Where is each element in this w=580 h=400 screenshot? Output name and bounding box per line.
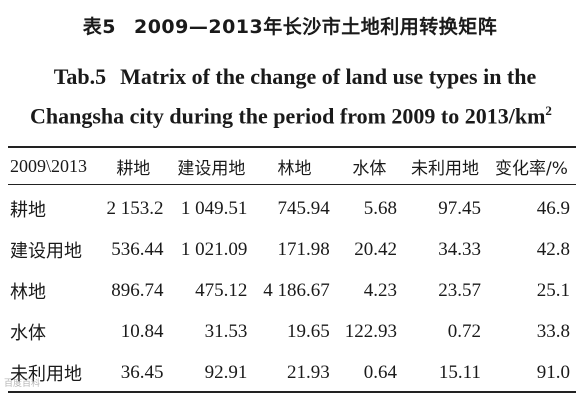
table-cell: 475.12: [195, 279, 248, 301]
table-number-chinese: 表5: [82, 16, 116, 38]
table-header-rule: [8, 184, 576, 185]
table-cell: 23.57: [438, 279, 481, 301]
row-label: 耕地: [10, 199, 46, 221]
table-cell: 31.53: [204, 320, 248, 342]
table-cell: 2 153.2: [106, 197, 164, 219]
table-title-english-line2: Changsha city during the period from 200…: [30, 94, 560, 133]
table-title-english-line1-text: Matrix of the change of land use types i…: [120, 64, 537, 89]
watermark: 百度百科: [4, 379, 41, 389]
land-use-transition-matrix: 2009\2013 耕地 建设用地 林地 水体 未利用地 变化率/% 耕地 2 …: [8, 148, 576, 393]
table-cell: 25.1: [536, 279, 570, 301]
table-cell: 15.11: [438, 361, 481, 383]
table-cell: 91.0: [536, 361, 570, 383]
table-cell: 21.93: [286, 361, 330, 383]
row-label: 建设用地: [10, 240, 82, 262]
table-cell: 1 049.51: [180, 197, 248, 219]
table-number-english: Tab.5: [53, 64, 107, 89]
table-cell: 5.68: [363, 197, 398, 219]
table-cell: 42.8: [536, 238, 570, 260]
table-cell: 20.42: [354, 238, 398, 260]
table-cell: 33.8: [536, 320, 570, 342]
column-header: 耕地: [116, 158, 151, 179]
header-row: 2009\2013 耕地 建设用地 林地 水体 未利用地 变化率/%: [8, 148, 576, 184]
table-title-chinese-text: 2009—2013年长沙市土地利用转换矩阵: [133, 16, 498, 38]
row-label: 林地: [10, 281, 46, 303]
table-cell: 536.44: [111, 238, 164, 260]
table-title-english-line1: Tab.5 Matrix of the change of land use ty…: [30, 60, 560, 94]
table-cell: 1 021.09: [180, 238, 248, 260]
table-row: 林地 896.74 475.12 4 186.67 4.23 23.57 25.…: [8, 270, 576, 311]
table-cell: 19.65: [286, 320, 330, 342]
unit-superscript: 2: [545, 103, 552, 118]
table-top-rule: [8, 146, 576, 148]
table-cell: 896.74: [111, 279, 164, 301]
table-cell: 4.23: [363, 279, 398, 301]
column-header: 水体: [352, 158, 387, 179]
table-row: 建设用地 536.44 1 021.09 171.98 20.42 34.33 …: [8, 229, 576, 270]
table-cell: 171.98: [277, 238, 330, 260]
table-title-english-line2-text: Changsha city during the period from 200…: [30, 103, 546, 129]
column-header: 建设用地: [177, 158, 246, 179]
table-cell: 4 186.67: [263, 279, 330, 301]
table-cell: 10.84: [120, 320, 164, 342]
table-cell: 745.94: [277, 197, 330, 219]
table-bottom-rule: [8, 391, 576, 393]
table-cell: 122.93: [344, 320, 398, 342]
column-header: 林地: [277, 158, 312, 179]
table-row: 水体 10.84 31.53 19.65 122.93 0.72 33.8: [8, 311, 576, 352]
table-title-english: Tab.5 Matrix of the change of land use ty…: [30, 60, 560, 133]
corner-header: 2009\2013: [10, 155, 88, 176]
table-title-chinese: 表5 2009—2013年长沙市土地利用转换矩阵: [0, 12, 580, 39]
row-label: 未利用地: [10, 363, 82, 385]
table-cell: 97.45: [438, 197, 481, 219]
table-row: 耕地 2 153.2 1 049.51 745.94 5.68 97.45 46…: [8, 184, 576, 229]
table-cell: 0.72: [447, 320, 481, 342]
table-cell: 92.91: [204, 361, 248, 383]
column-header: 未利用地: [410, 158, 479, 179]
column-header: 变化率/%: [495, 158, 568, 179]
table-cell: 34.33: [438, 238, 481, 260]
table-row: 未利用地 36.45 92.91 21.93 0.64 15.11 91.0: [8, 352, 576, 393]
row-label: 水体: [10, 322, 46, 344]
table-cell: 36.45: [120, 361, 164, 383]
table-cell: 0.64: [363, 361, 398, 383]
table-cell: 46.9: [536, 197, 570, 219]
